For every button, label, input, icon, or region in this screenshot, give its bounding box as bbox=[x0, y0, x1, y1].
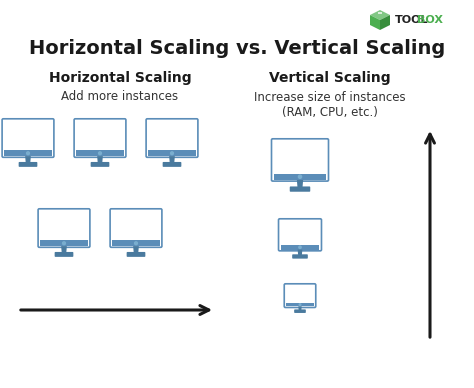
FancyBboxPatch shape bbox=[290, 187, 310, 192]
FancyBboxPatch shape bbox=[281, 245, 319, 249]
FancyBboxPatch shape bbox=[91, 162, 109, 167]
FancyBboxPatch shape bbox=[279, 219, 321, 251]
Polygon shape bbox=[297, 180, 303, 187]
Text: Horizontal Scaling: Horizontal Scaling bbox=[49, 71, 191, 85]
Circle shape bbox=[27, 152, 29, 155]
Circle shape bbox=[99, 152, 101, 155]
FancyBboxPatch shape bbox=[112, 241, 160, 246]
Text: TOOL: TOOL bbox=[395, 15, 428, 25]
FancyBboxPatch shape bbox=[292, 254, 308, 259]
Text: Increase size of instances
(RAM, CPU, etc.): Increase size of instances (RAM, CPU, et… bbox=[254, 91, 406, 119]
Polygon shape bbox=[169, 156, 175, 163]
Text: Vertical Scaling: Vertical Scaling bbox=[269, 71, 391, 85]
Circle shape bbox=[135, 242, 137, 245]
FancyBboxPatch shape bbox=[148, 151, 196, 156]
FancyBboxPatch shape bbox=[38, 209, 90, 247]
Circle shape bbox=[299, 175, 301, 178]
Text: Add more instances: Add more instances bbox=[62, 90, 179, 104]
Circle shape bbox=[63, 242, 65, 245]
Polygon shape bbox=[298, 249, 302, 255]
FancyBboxPatch shape bbox=[294, 309, 306, 313]
FancyBboxPatch shape bbox=[286, 303, 314, 306]
Circle shape bbox=[299, 304, 301, 305]
Circle shape bbox=[171, 152, 173, 155]
FancyBboxPatch shape bbox=[146, 119, 198, 157]
FancyBboxPatch shape bbox=[2, 119, 54, 157]
Text: Horizontal Scaling vs. Vertical Scaling: Horizontal Scaling vs. Vertical Scaling bbox=[29, 38, 445, 57]
FancyBboxPatch shape bbox=[284, 284, 316, 307]
Polygon shape bbox=[97, 156, 103, 163]
FancyBboxPatch shape bbox=[163, 162, 182, 167]
FancyBboxPatch shape bbox=[110, 209, 162, 247]
Circle shape bbox=[299, 246, 301, 248]
Polygon shape bbox=[133, 246, 139, 253]
Polygon shape bbox=[380, 15, 390, 30]
Polygon shape bbox=[298, 306, 301, 310]
FancyBboxPatch shape bbox=[76, 151, 124, 156]
FancyBboxPatch shape bbox=[74, 119, 126, 157]
Polygon shape bbox=[370, 10, 390, 20]
Polygon shape bbox=[378, 12, 383, 14]
FancyBboxPatch shape bbox=[4, 151, 52, 156]
Polygon shape bbox=[61, 246, 67, 253]
FancyBboxPatch shape bbox=[272, 139, 328, 181]
FancyBboxPatch shape bbox=[127, 252, 146, 257]
Polygon shape bbox=[370, 15, 380, 30]
Polygon shape bbox=[25, 156, 31, 163]
FancyBboxPatch shape bbox=[273, 173, 326, 180]
Text: BOX: BOX bbox=[417, 15, 443, 25]
FancyBboxPatch shape bbox=[55, 252, 73, 257]
FancyBboxPatch shape bbox=[18, 162, 37, 167]
FancyBboxPatch shape bbox=[40, 241, 88, 246]
